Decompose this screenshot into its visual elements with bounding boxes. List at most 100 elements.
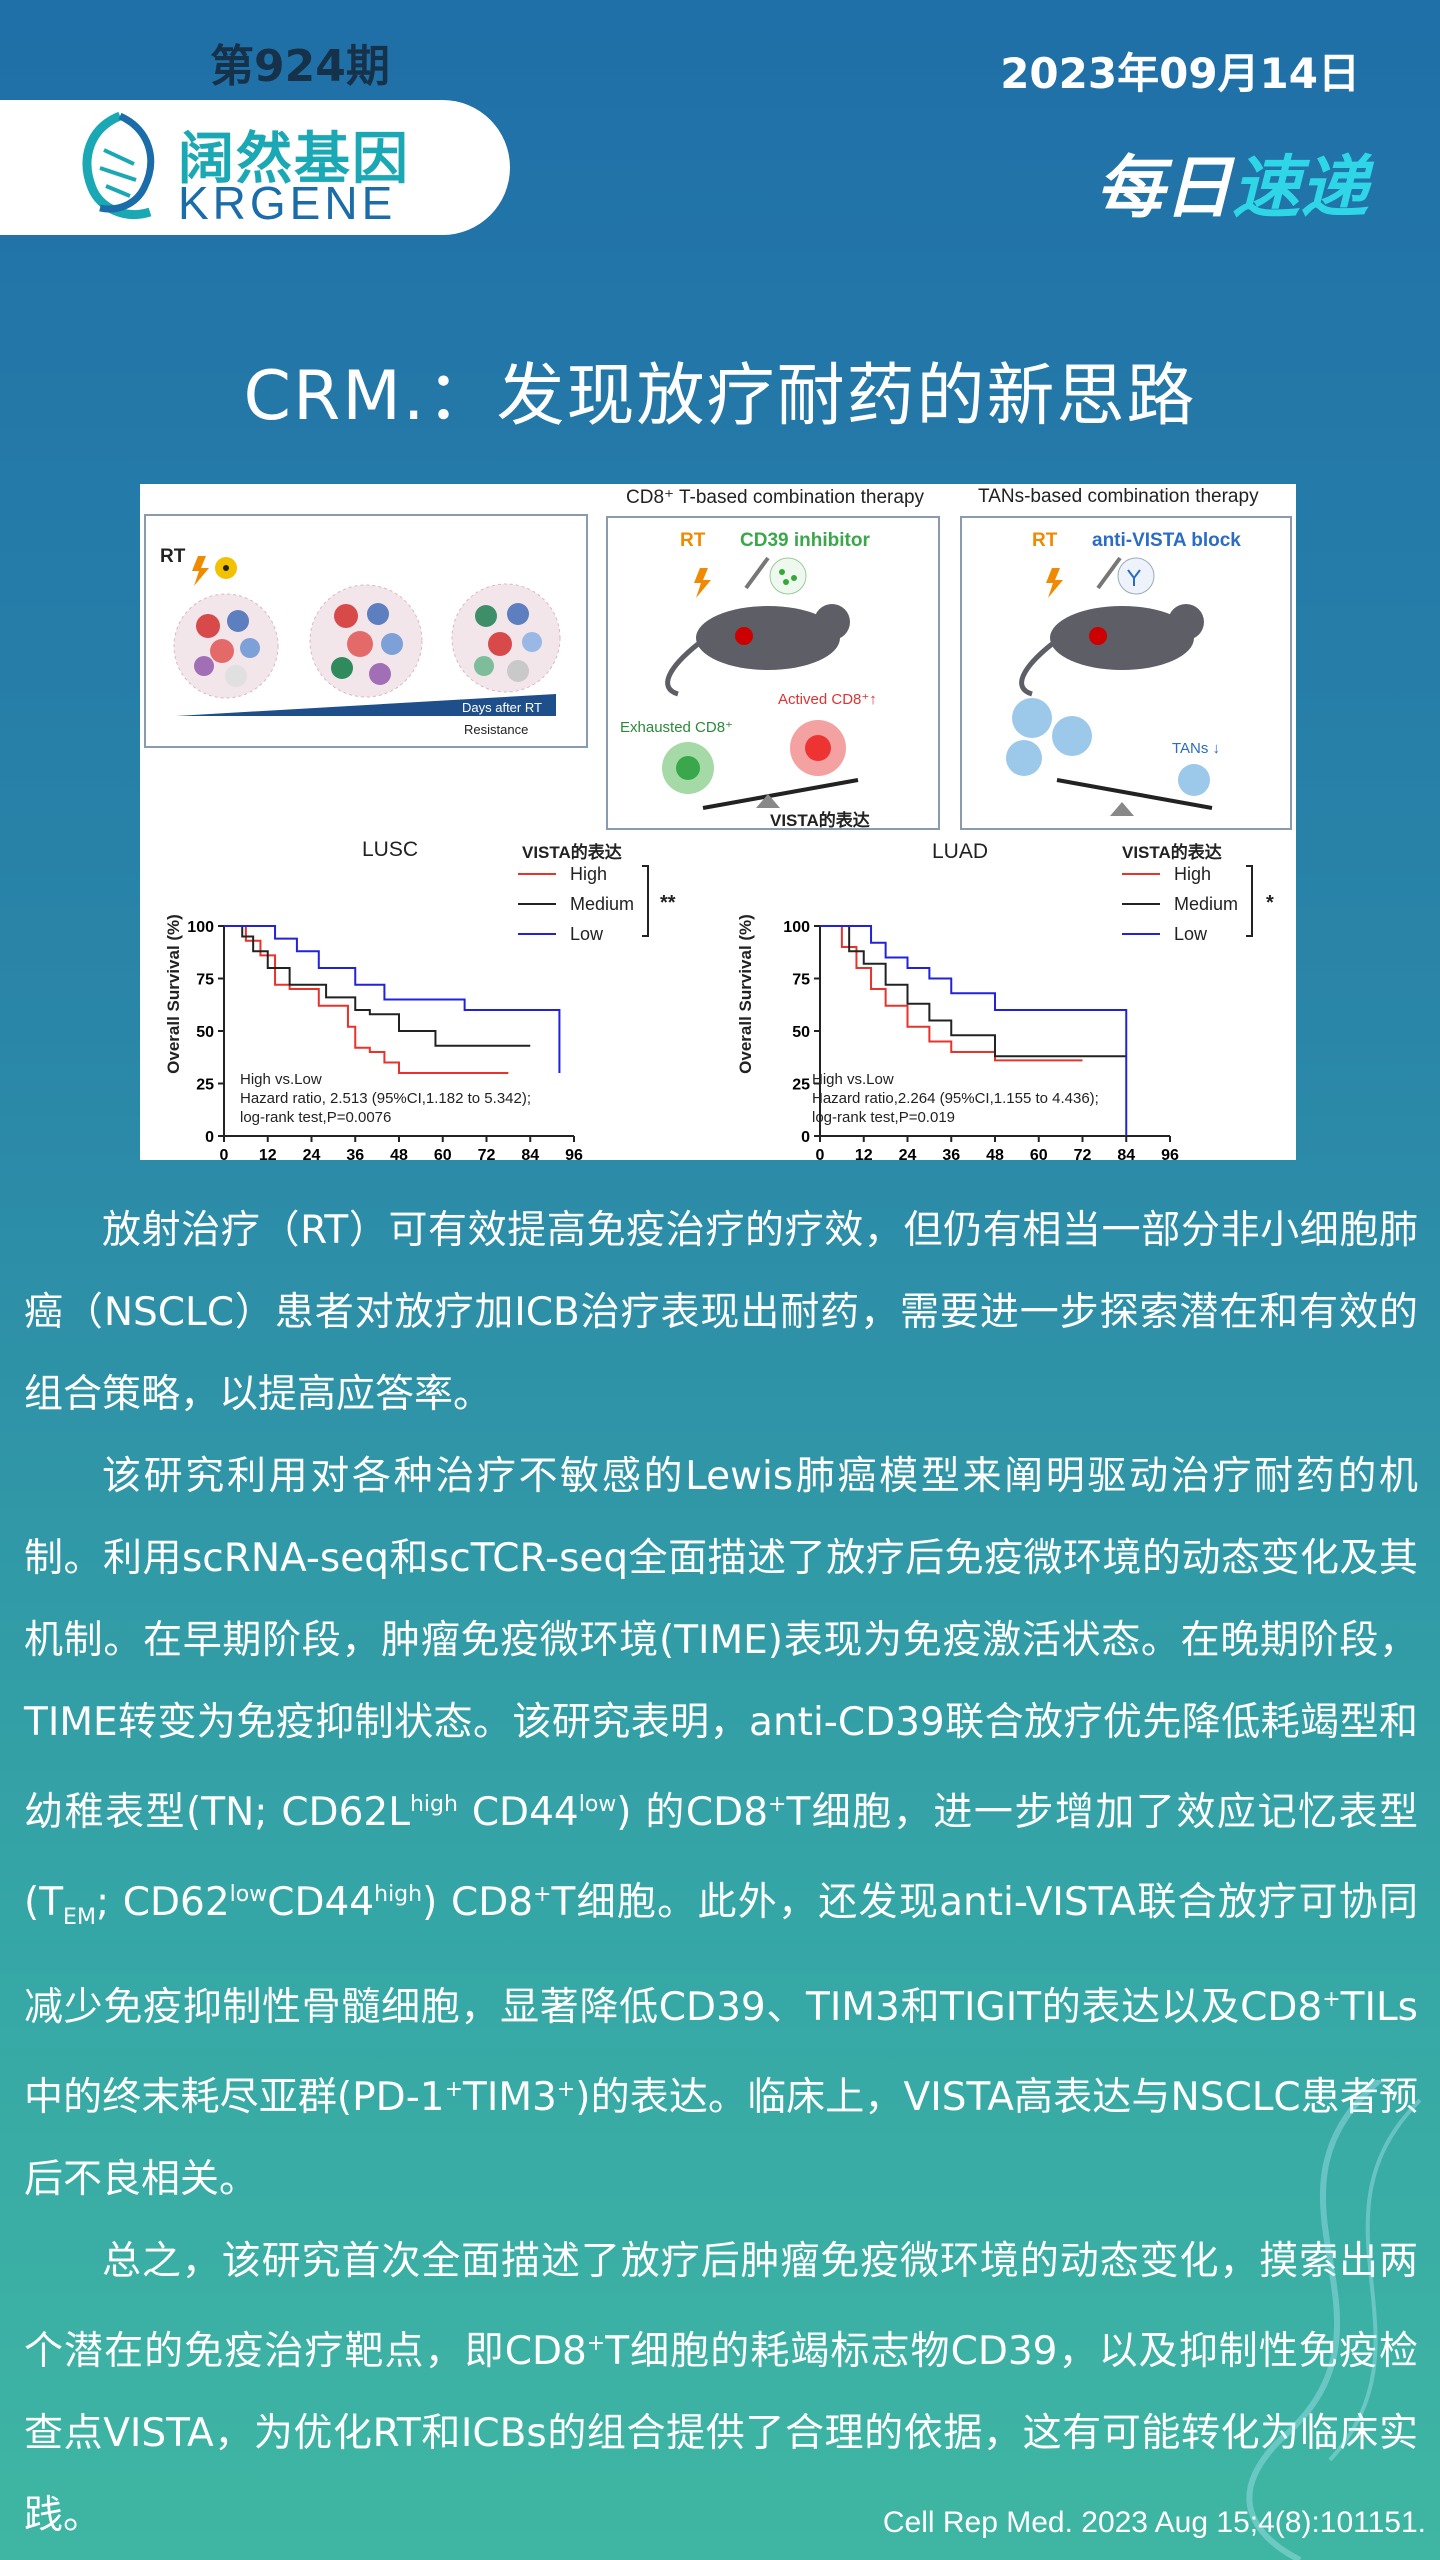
survival-curve-low: [224, 925, 561, 1073]
paragraph-2-text: TIM3: [463, 2074, 557, 2120]
lightning-icon: [694, 568, 711, 598]
days-after-rt-label: Days after RT: [462, 700, 542, 715]
daily-express-label: 每日速递: [1096, 132, 1368, 231]
dna-logo-icon: [82, 111, 155, 219]
x-tick-label: 36: [942, 1147, 960, 1160]
citation: Cell Rep Med. 2023 Aug 15;4(8):101151.: [882, 2506, 1426, 2539]
lusc-legend-high: High: [570, 864, 608, 884]
issue-number: 第924期: [210, 41, 390, 92]
cd8-panel: RT CD39 inhibitor Exhausted CD8⁺ Actived…: [606, 516, 940, 830]
mouse-icon: [665, 604, 850, 697]
luad-stats-line: High vs.Low: [812, 1071, 894, 1088]
drug-particles-icon: [769, 557, 807, 595]
logo-english-name: KRGENE: [178, 177, 397, 229]
paragraph-2-text: )的表达。临床上，VISTA高表达与NSCLC患者预后不良相关。: [24, 2074, 1419, 2202]
x-tick-label: 60: [434, 1147, 452, 1160]
superscript: high: [409, 1792, 458, 1817]
lusc-stats: High vs.Low Hazard ratio, 2.513 (95%CI,1…: [240, 1070, 531, 1127]
tumor-cluster-2: [309, 584, 423, 698]
activated-cd8-label: Actived CD8⁺↑: [778, 691, 877, 708]
lusc-legend-low: Low: [570, 924, 604, 944]
y-tick-label: 0: [801, 1129, 810, 1146]
paragraph-2-text: 该研究利用对各种治疗不敏感的Lewis肺癌模型来阐明驱动治疗耐药的机制。利用sc…: [24, 1454, 1418, 1835]
luad-legend-low: Low: [1174, 924, 1208, 944]
tan-cells: [1006, 698, 1210, 796]
paragraph-2-text: ) 的CD8: [616, 1790, 769, 1835]
tans-panel-title: TANs-based combination therapy: [978, 486, 1259, 507]
issue-date: 2023年09月14日: [1000, 49, 1360, 98]
tans-illustration: [1006, 556, 1213, 816]
x-tick-label: 24: [899, 1147, 917, 1160]
tans-rt-label: RT: [1032, 530, 1058, 551]
survival-curve-high: [224, 925, 509, 1074]
syringe-icon: [1096, 556, 1122, 590]
lightning-icon: [192, 556, 209, 586]
legend-bracket: [642, 865, 649, 937]
x-tick-label: 96: [565, 1147, 583, 1160]
y-tick-label: 100: [187, 919, 214, 936]
logo-chinese-name: 阔然基因: [178, 127, 410, 192]
x-tick-label: 48: [390, 1147, 408, 1160]
paragraph-2: 该研究利用对各种治疗不敏感的Lewis肺癌模型来阐明驱动治疗耐药的机制。利用sc…: [24, 1436, 1418, 2221]
paragraph-1: 放射治疗（RT）可有效提高免疫治疗的疗效，但仍有相当一部分非小细胞肺癌（NSCL…: [24, 1208, 1418, 1417]
x-tick-label: 48: [986, 1147, 1004, 1160]
balance-pivot: [756, 794, 780, 808]
lightning-icon: [1046, 568, 1063, 598]
y-tick-label: 75: [196, 972, 214, 989]
paragraph-2-text: ; CD62: [95, 1880, 230, 1925]
luad-legend-high: High: [1174, 864, 1212, 884]
lusc-legend-medium: Medium: [570, 894, 635, 914]
superscript: high: [374, 1882, 423, 1907]
y-tick-label: 50: [792, 1024, 810, 1041]
luad-title: LUAD: [932, 840, 989, 863]
superscript: +: [768, 1792, 787, 1817]
superscript: +: [556, 2076, 576, 2102]
luad-significance: *: [1266, 892, 1274, 914]
legend-bracket: [1246, 865, 1253, 937]
y-tick-label: 100: [783, 919, 810, 936]
resistance-label: Resistance: [464, 722, 529, 737]
x-tick-label: 96: [1161, 1147, 1179, 1160]
syringe-icon: [744, 556, 770, 590]
y-tick-label: 25: [196, 1077, 214, 1094]
tans-label: TANs ↓: [1172, 740, 1221, 757]
x-tick-label: 72: [478, 1147, 496, 1160]
paragraph-2-text: CD44: [457, 1790, 579, 1835]
luad-stats-line: log-rank test,P=0.019: [812, 1109, 956, 1126]
cd39-inhibitor-label: CD39 inhibitor: [740, 530, 870, 551]
survival-curve-medium: [820, 925, 1127, 1058]
paragraph-2-text: TILs中的终末耗尽亚群(PD-1: [24, 1984, 1418, 2120]
balance-beam: [1056, 778, 1213, 810]
survival-curve-medium: [224, 925, 531, 1047]
paragraph-3-text: T细胞的耗竭标志物CD39，以及抑制性免疫检查点VISTA，为优化RT和ICBs…: [24, 2328, 1419, 2538]
lusc-title: LUSC: [362, 838, 419, 861]
x-tick-label: 60: [1030, 1147, 1048, 1160]
dna-decoration-icon: [1246, 2080, 1422, 2560]
luad-stats: High vs.Low Hazard ratio,2.264 (95%CI,1.…: [812, 1070, 1099, 1127]
superscript: +: [533, 1882, 552, 1907]
cd8-illustration: [662, 556, 859, 810]
antibody-icon: [1117, 557, 1155, 595]
x-tick-label: 0: [816, 1147, 825, 1160]
superscript: +: [1322, 1986, 1341, 2012]
tumor-cluster-3: [451, 583, 561, 693]
radiation-icon: [215, 557, 237, 579]
luad-legend-title: VISTA的表达: [1122, 843, 1222, 862]
lusc-stats-line: log-rank test,P=0.0076: [240, 1109, 392, 1126]
subscript: EM: [63, 1904, 96, 1930]
tumor-panel: RT Days after R: [144, 514, 588, 748]
x-tick-label: 12: [855, 1147, 873, 1160]
express-prefix: 每日: [1095, 149, 1232, 228]
paragraph-2-text: T细胞，进一步增加了效应记忆表型(T: [24, 1790, 1418, 1925]
km-plot-luad: LUAD VISTA的表达 High Medium Low * Overall …: [736, 834, 1296, 1160]
survival-curve-low: [820, 925, 1128, 1136]
superscript: +: [444, 2076, 464, 2102]
paragraph-2-text: ) CD8: [422, 1880, 534, 1925]
exhausted-cd8-label: Exhausted CD8⁺: [620, 719, 733, 736]
superscript: low: [578, 1792, 617, 1817]
cd8-panel-title: CD8⁺ T-based combination therapy: [626, 487, 925, 508]
superscript: low: [229, 1882, 268, 1907]
balance-beam: [702, 778, 859, 810]
superscript: +: [586, 2330, 606, 2356]
y-tick-label: 25: [792, 1077, 810, 1094]
